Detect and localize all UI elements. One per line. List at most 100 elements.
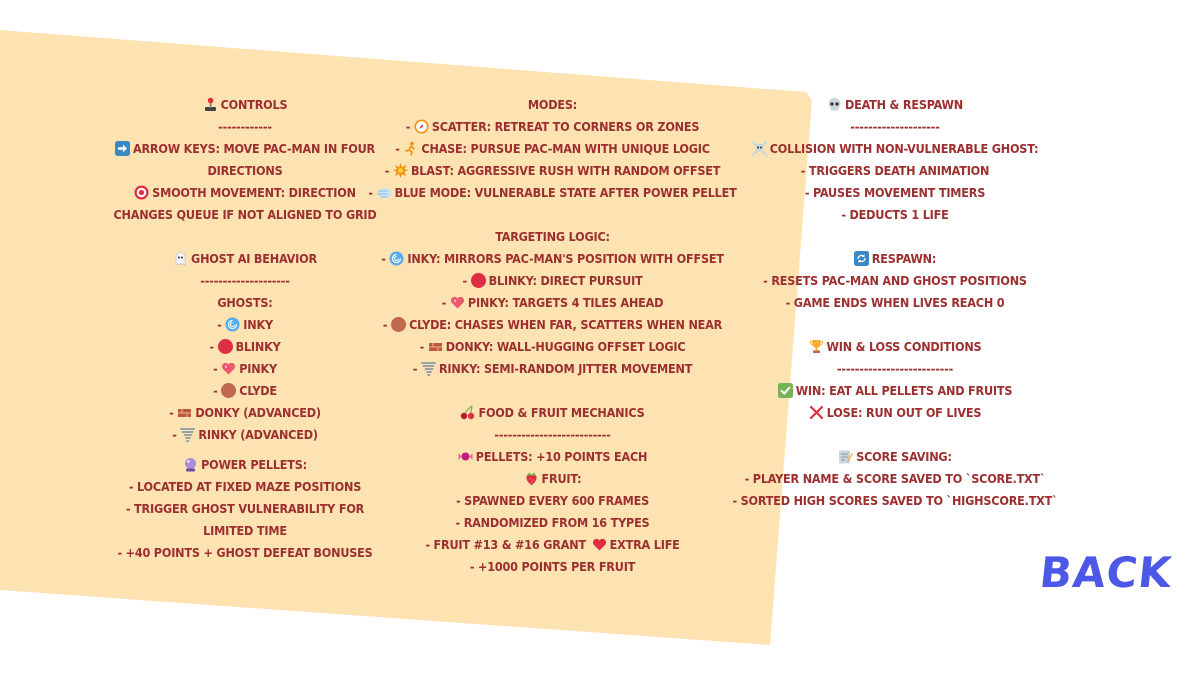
fruit-row: FRUIT:	[524, 468, 582, 490]
collision-row: COLLISION WITH NON-VULNERABLE GHOST:	[751, 138, 1039, 160]
memo-icon	[838, 449, 854, 464]
cross-mark-icon	[809, 405, 824, 420]
score-line-2: - SORTED HIGH SCORES SAVED TO `HIGHSCORE…	[732, 493, 1058, 508]
brick-icon	[428, 339, 443, 354]
skull-crossbones-icon	[751, 140, 767, 157]
column-death: DEATH & RESPAWN -------------------- COL…	[732, 94, 1058, 512]
death-line-1: - TRIGGERS DEATH ANIMATION	[800, 163, 990, 178]
pink-heart-icon	[221, 361, 236, 376]
ghost-pinky-row: - PINKY	[213, 361, 277, 376]
fruit-label: FRUIT:	[541, 471, 582, 486]
candy-icon	[458, 449, 473, 464]
collision-text: COLLISION WITH NON-VULNERABLE GHOST:	[769, 141, 1039, 156]
smooth-movement-text-2: CHANGES QUEUE IF NOT ALIGNED TO GRID	[113, 207, 377, 222]
fruit-line-2: - RANDOMIZED FROM 16 TYPES	[455, 515, 650, 530]
target-donky-text: DONKY: WALL-HUGGING OFFSET LOGIC	[445, 339, 686, 354]
crystal-ball-icon	[183, 457, 198, 472]
food-title-row: FOOD & FRUIT MECHANICS	[460, 402, 645, 424]
score-title-row: SCORE SAVING:	[838, 446, 952, 468]
target-clyde-text: CLYDE: CHASES WHEN FAR, SCATTERS WHEN NE…	[409, 317, 723, 332]
winloss-title: WIN & LOSS CONDITIONS	[826, 339, 982, 354]
red-heart-icon	[592, 537, 607, 552]
pellets-text: PELLETS: +10 POINTS EACH	[475, 449, 648, 464]
back-button[interactable]: BACK	[1037, 548, 1175, 597]
compass-icon	[414, 119, 429, 134]
arrow-keys-row: ARROW KEYS: MOVE PAC-MAN IN FOUR	[114, 138, 376, 160]
death-title-row: DEATH & RESPAWN	[827, 94, 963, 116]
red-circle-icon	[217, 339, 233, 354]
win-text: WIN: EAT ALL PELLETS AND FRUITS	[795, 383, 1013, 398]
target-blinky-row: - BLINKY: DIRECT PURSUIT	[462, 273, 643, 288]
strawberry-icon	[524, 471, 539, 486]
column-controls: CONTROLS ------------ ARROW KEYS: MOVE P…	[110, 94, 380, 564]
ghost-pinky-label: PINKY	[239, 361, 277, 376]
modes-title: MODES:	[527, 97, 578, 112]
target-blinky-text: BLINKY: DIRECT PURSUIT	[488, 273, 643, 288]
runner-icon	[403, 141, 418, 156]
fruit-line-3: - FRUIT #13 & #16 GRANT EXTRA LIFE	[425, 534, 680, 556]
mode-blue-row: - BLUE MODE: VULNERABLE STATE AFTER POWE…	[368, 185, 737, 200]
skull-icon	[827, 97, 842, 112]
target-inky-text: INKY: MIRRORS PAC-MAN'S POSITION WITH OF…	[407, 251, 724, 266]
column-modes: MODES: - SCATTER: RETREAT TO CORNERS OR …	[368, 94, 736, 578]
trophy-icon	[809, 339, 824, 354]
ghost-inky-label: INKY	[243, 317, 273, 332]
mode-chase-text: CHASE: PURSUE PAC-MAN WITH UNIQUE LOGIC	[421, 141, 710, 156]
arrow-keys-text: ARROW KEYS: MOVE PAC-MAN IN FOUR	[132, 141, 376, 156]
power-pellets-title-row: POWER PELLETS:	[183, 454, 307, 476]
mode-blast-text: BLAST: AGGRESSIVE RUSH WITH RANDOM OFFSE…	[410, 163, 721, 178]
food-title: FOOD & FRUIT MECHANICS	[478, 405, 645, 420]
tornado-icon	[180, 427, 196, 442]
score-line-1: - PLAYER NAME & SCORE SAVED TO `SCORE.TX…	[744, 471, 1046, 486]
mode-scatter-text: SCATTER: RETREAT TO CORNERS OR ZONES	[431, 119, 700, 134]
food-divider: --------------------------	[494, 427, 611, 442]
dashing-wind-icon	[376, 185, 392, 200]
brick-icon	[177, 405, 192, 420]
target-clyde-row: - CLYDE: CHASES WHEN FAR, SCATTERS WHEN …	[382, 317, 723, 332]
cyclone-icon	[225, 317, 240, 332]
explosion-icon	[392, 163, 408, 178]
fruit-line-1: - SPAWNED EVERY 600 FRAMES	[456, 493, 649, 508]
fruit-line-3-a: - FRUIT #13 & #16 GRANT	[425, 537, 586, 552]
death-line-3: - DEDUCTS 1 LIFE	[841, 207, 949, 222]
ghost-donky-label: DONKY (ADVANCED)	[195, 405, 321, 420]
power-pellets-title: POWER PELLETS:	[201, 457, 307, 472]
death-line-2: - PAUSES MOVEMENT TIMERS	[804, 185, 986, 200]
ghost-donky-row: - DONKY (ADVANCED)	[169, 405, 321, 420]
score-title: SCORE SAVING:	[856, 449, 952, 464]
cherries-icon	[460, 405, 475, 420]
controls-title-row: CONTROLS	[203, 94, 288, 116]
ghost-rinky-label: RINKY (ADVANCED)	[198, 427, 318, 442]
winloss-title-row: WIN & LOSS CONDITIONS	[809, 336, 982, 358]
respawn-line-2: - GAME ENDS WHEN LIVES REACH 0	[785, 295, 1005, 310]
pellets-row: PELLETS: +10 POINTS EACH	[458, 446, 647, 468]
respawn-line-1: - RESETS PAC-MAN AND GHOST POSITIONS	[763, 273, 1027, 288]
smooth-movement-row: SMOOTH MOVEMENT: DIRECTION	[134, 182, 356, 204]
target-rinky-row: - RINKY: SEMI-RANDOM JITTER MOVEMENT	[412, 361, 693, 376]
target-donky-row: - DONKY: WALL-HUGGING OFFSET LOGIC	[419, 339, 686, 354]
ghost-ai-divider: --------------------	[200, 273, 290, 288]
target-pinky-text: PINKY: TARGETS 4 TILES AHEAD	[467, 295, 664, 310]
check-mark-icon	[777, 383, 793, 398]
arrow-keys-text-2: DIRECTIONS	[207, 163, 283, 178]
ghost-rinky-row: - RINKY (ADVANCED)	[172, 427, 318, 442]
brown-circle-icon	[391, 317, 407, 332]
death-title: DEATH & RESPAWN	[845, 97, 963, 112]
fruit-line-3-b: EXTRA LIFE	[609, 537, 680, 552]
ghost-blinky-label: BLINKY	[235, 339, 281, 354]
power-pellets-line-1: - LOCATED AT FIXED MAZE POSITIONS	[128, 479, 362, 494]
target-pinky-row: - PINKY: TARGETS 4 TILES AHEAD	[441, 295, 664, 310]
lose-row: LOSE: RUN OUT OF LIVES	[809, 402, 981, 424]
smooth-movement-text: SMOOTH MOVEMENT: DIRECTION	[152, 185, 356, 200]
ghost-clyde-label: CLYDE	[239, 383, 277, 398]
ghost-ai-title-row: GHOST AI BEHAVIOR	[173, 248, 317, 270]
mode-blast-row: - BLAST: AGGRESSIVE RUSH WITH RANDOM OFF…	[384, 163, 721, 178]
ghost-clyde-row: - CLYDE	[213, 383, 277, 398]
mode-blue-text: BLUE MODE: VULNERABLE STATE AFTER POWER …	[394, 185, 737, 200]
controls-title: CONTROLS	[220, 97, 288, 112]
controls-divider: ------------	[218, 119, 272, 134]
fruit-line-4: - +1000 POINTS PER FRUIT	[469, 559, 636, 574]
win-row: WIN: EAT ALL PELLETS AND FRUITS	[777, 380, 1013, 402]
brown-circle-icon	[221, 383, 237, 398]
